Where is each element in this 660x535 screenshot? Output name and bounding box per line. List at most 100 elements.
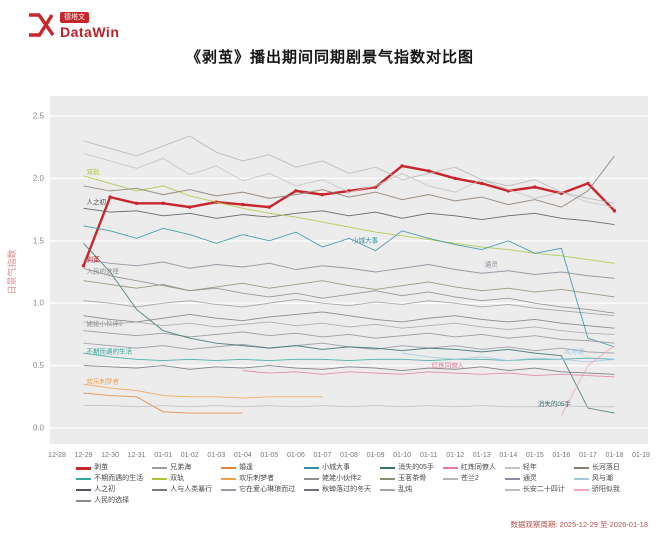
legend-label: 剥茧 — [94, 464, 109, 471]
legend-label: 风与潮 — [591, 475, 613, 482]
legend-label: 它在爱心琳琅而过 — [239, 486, 296, 493]
series-line — [83, 352, 615, 362]
legend-swatch — [573, 489, 589, 491]
x-tick-label: 01-04 — [234, 452, 252, 459]
legend-label: 骄阳似我 — [591, 486, 620, 493]
legend-column: 长河落日风与潮骄阳似我 — [573, 464, 620, 494]
legend-swatch — [304, 489, 320, 491]
x-tick-label: 01-15 — [526, 452, 544, 459]
x-tick-label: 01-14 — [499, 452, 517, 459]
series-line — [83, 299, 615, 317]
chart-annotation: 人民的选择 — [87, 267, 120, 276]
legend-swatch — [221, 478, 237, 480]
series-line — [83, 242, 615, 414]
x-tick-label: 01-08 — [340, 452, 358, 459]
legend-swatch — [221, 467, 237, 469]
series-line — [83, 135, 615, 204]
legend-item: 婚逢 — [221, 464, 295, 472]
series-marker — [161, 201, 165, 206]
legend-label: 长安二十四计 — [522, 486, 565, 493]
series-line — [83, 225, 615, 348]
series-marker — [134, 201, 139, 206]
series-marker — [188, 205, 192, 209]
chart-annotation: 红炼同僚人 — [432, 360, 465, 369]
legend-label: 轻年 — [522, 464, 537, 471]
legend-item: 乱炖 — [380, 486, 434, 494]
legend-swatch — [76, 478, 92, 480]
series-line — [83, 392, 243, 414]
y-tick-label: 0.0 — [33, 424, 45, 433]
x-tick-label: 12-31 — [128, 452, 146, 459]
logo-cn-label: 德塔文 — [60, 12, 89, 23]
series-line — [560, 345, 615, 416]
legend-label: 乱炖 — [398, 486, 413, 493]
legend-label: 双轨 — [170, 475, 185, 482]
legend-swatch — [573, 478, 589, 480]
legend-swatch — [504, 467, 520, 469]
x-tick-label: 12-28 — [48, 452, 66, 459]
legend-swatch — [304, 478, 320, 480]
legend-swatch — [221, 489, 237, 491]
legend-swatch — [442, 478, 458, 480]
x-tick-label: 01-07 — [314, 452, 332, 459]
legend-column: 婚逢欢乐刺梦者它在爱心琳琅而过 — [221, 464, 295, 494]
series-line — [83, 267, 615, 314]
legend-label: 人与人类暴行 — [170, 486, 213, 493]
chart-annotation: 欢乐刺梦者 — [87, 377, 120, 386]
series-marker — [81, 264, 86, 268]
legend-item: 秋蝉落过的冬天 — [304, 486, 371, 494]
y-tick-label: 1.0 — [33, 299, 45, 308]
legend-item: 它在爱心琳琅而过 — [221, 486, 295, 494]
legend-swatch — [504, 489, 520, 491]
legend-item: 剥茧 — [76, 464, 143, 472]
x-tick-label: 01-02 — [181, 452, 199, 459]
legend-item: 长安二十四计 — [504, 486, 565, 494]
series-marker — [241, 202, 245, 207]
legend-label: 人之初 — [94, 486, 116, 493]
series-marker — [480, 181, 484, 186]
x-tick-label: 01-09 — [367, 452, 385, 459]
legend-column: 消失的05手 玉茗茶骨乱炖 — [380, 464, 434, 494]
legend-swatch — [504, 478, 520, 480]
chart-title: 《剥茧》播出期间同期剧景气指数对比图 — [185, 49, 474, 66]
chart-annotation: 不期而遇的生活 — [87, 347, 133, 356]
chart-annotation: 剥茧 — [87, 254, 101, 263]
legend-item: 兄弟海 — [152, 464, 212, 472]
series-line — [83, 155, 615, 208]
legend-label: 苍兰2 — [460, 475, 479, 482]
y-tick-label: 2.5 — [33, 112, 45, 121]
legend-item: 欢乐刺梦者 — [221, 475, 295, 483]
series-marker — [294, 189, 298, 193]
datawin-logo: 德塔文 DataWin — [26, 12, 119, 40]
legend-label: 兄弟海 — [170, 464, 192, 471]
series-marker — [400, 164, 404, 168]
x-tick-label: 12-29 — [75, 452, 93, 459]
legend-label: 小城大事 — [322, 464, 351, 471]
legend-item: 长河落日 — [573, 464, 620, 472]
legend-column: 剥茧 不期而遇的生活 人之初 人民的选择 — [76, 464, 143, 505]
series-marker — [426, 169, 431, 173]
legend-swatch — [304, 467, 320, 469]
legend-column: 小城大事 姥姥小伙伴2 秋蝉落过的冬天 — [304, 464, 371, 494]
legend-swatch — [380, 467, 396, 469]
legend-swatch — [152, 478, 168, 480]
legend-item: 人与人类暴行 — [152, 486, 212, 494]
chart-annotation: 双轨 — [87, 167, 101, 176]
legend-swatch — [380, 478, 396, 480]
legend-item: 玉茗茶骨 — [380, 475, 434, 483]
legend-item: 风与潮 — [573, 475, 620, 483]
x-tick-label: 01-01 — [154, 452, 172, 459]
series-line — [83, 383, 323, 399]
x-tick-label: 01-06 — [287, 452, 305, 459]
x-tick-label: 01-10 — [393, 452, 411, 459]
x-tick-label: 01-19 — [632, 452, 650, 459]
observation-period: 数据观察周期: 2025-12-29 至 2026-01-18 — [510, 520, 648, 529]
legend-label: 秋蝉落过的冬天 — [322, 486, 372, 493]
series-marker — [586, 181, 590, 186]
legend-item: 消失的05手 — [380, 464, 434, 472]
x-tick-label: 01-16 — [552, 452, 570, 459]
legend-column: 兄弟海双轨人与人类暴行 — [152, 464, 212, 494]
line-chart: 0.0 0.5 1.0 1.5 2.0 2.5 日景气指数 12-28 12-29 12-30 12… — [6, 96, 650, 459]
series-marker — [533, 185, 537, 189]
legend-item: 人之初 — [76, 486, 143, 494]
